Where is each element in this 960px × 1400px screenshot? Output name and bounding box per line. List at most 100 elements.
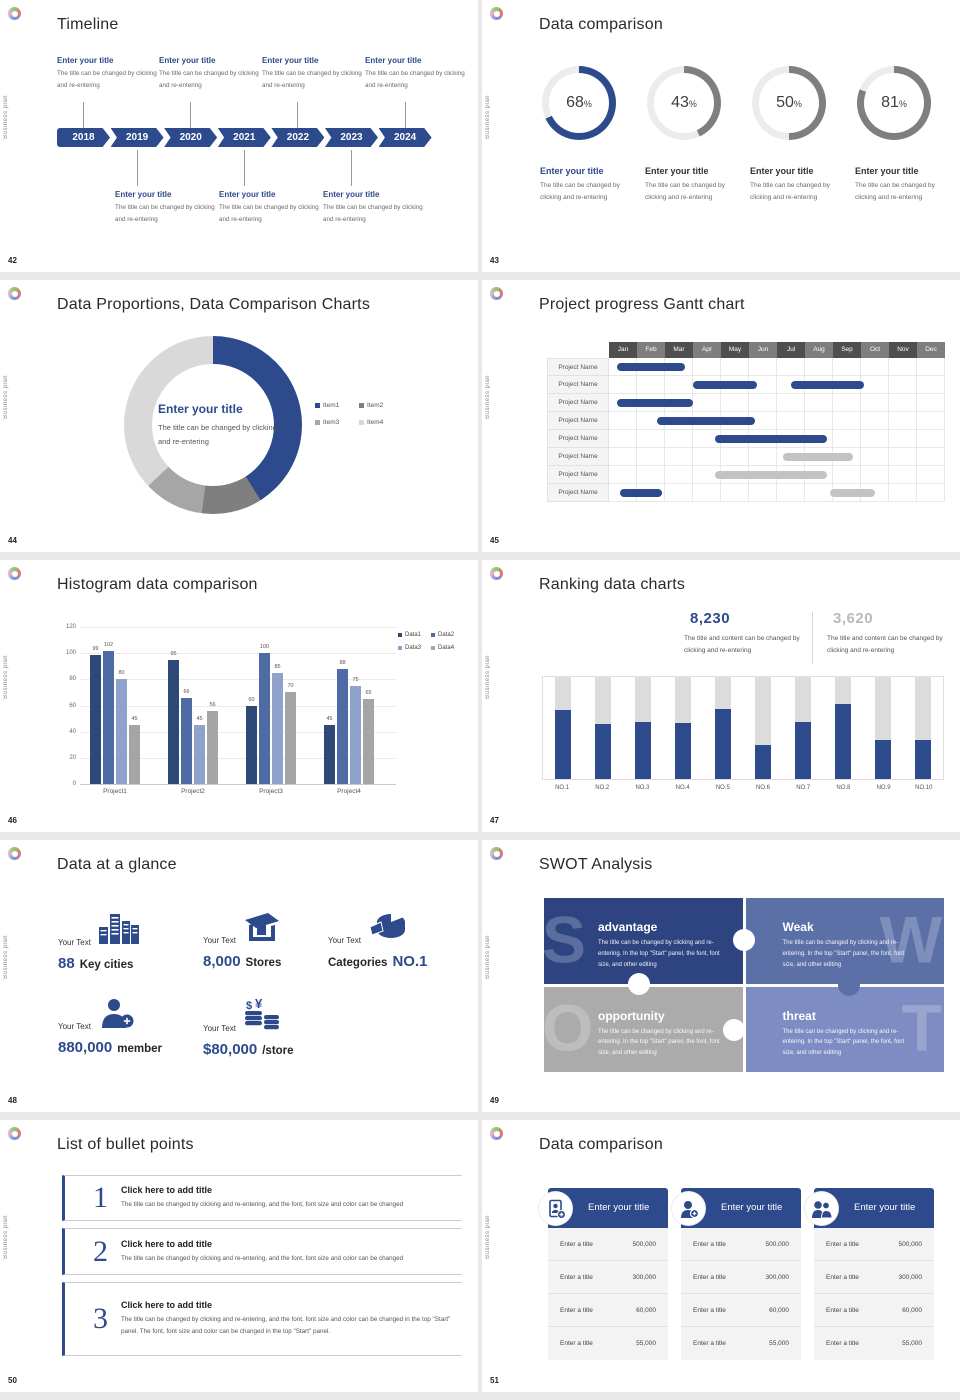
glance-stat: Your Text 8,000 Stores [203, 912, 281, 970]
ranking-bar-fill [715, 708, 731, 779]
slide-bullet-list[interactable]: Business plan List of bullet points 1 Cli… [0, 1120, 478, 1392]
histogram-bar-value: 45 [326, 716, 333, 723]
legend-item: Item2 [359, 402, 395, 409]
row-value: 300,000 [898, 1273, 923, 1281]
row-label: Enter a title [826, 1240, 859, 1248]
stat-value: 3,620 [833, 610, 874, 627]
glance-stats: Your Text 88 Key cities Your Text 8,000 Store… [0, 840, 478, 1112]
brand-logo-icon [8, 567, 21, 580]
timeline-entry-body: The title can be changed by clicking and… [262, 70, 362, 89]
histogram-ytick: 0 [72, 781, 76, 787]
histogram-ytick: 120 [65, 624, 76, 631]
gantt-bar [656, 417, 755, 425]
gantt-bar [782, 453, 853, 461]
data-card-row: Enter a title 55,000 [814, 1327, 934, 1360]
page-number: 45 [490, 536, 499, 545]
row-value: 500,000 [632, 1240, 657, 1248]
bullet-body: The title can be changed by clicking and… [121, 1201, 404, 1209]
legend-label: Data3 [405, 645, 422, 651]
histogram-gridline [80, 784, 396, 785]
slide-data-cards[interactable]: Business plan Data comparison Enter your… [482, 1120, 960, 1392]
gantt-row: Project Name [547, 376, 945, 394]
legend-item: Data1 [398, 632, 421, 638]
gantt-month: Jun [749, 342, 777, 358]
swot-letter: T [901, 990, 942, 1065]
timeline-entry-body: The title can be changed by clicking and… [365, 70, 465, 89]
timeline-entry-body: The title can be changed by clicking and… [219, 204, 319, 223]
row-value: 300,000 [765, 1273, 790, 1281]
histogram-category: Project1 [103, 788, 127, 795]
timeline-entry: Enter your title The title can be changed… [219, 190, 319, 226]
data-card: Enter your title Enter a title 500,000 Ente… [672, 1188, 801, 1360]
row-value: 500,000 [898, 1240, 923, 1248]
timeline-connector [136, 150, 138, 186]
percent-sign: % [583, 99, 592, 109]
histogram-bar-value: 75 [352, 676, 359, 683]
page-number: 43 [490, 256, 499, 265]
row-label: Enter a title [560, 1306, 593, 1314]
donut-item-body: The title can be changed by clicking and… [540, 182, 620, 202]
bullet-card: 1 Click here to add title The title can be… [62, 1175, 462, 1221]
gantt-month: Jul [777, 342, 805, 358]
stat-strong-text: $80,000 [203, 1041, 258, 1058]
bullet-card: 2 Click here to add title The title can be… [62, 1228, 462, 1275]
timeline-year: 2023 [325, 128, 378, 147]
ranking-category: NO.3 [635, 785, 650, 791]
brand-logo-icon [490, 7, 503, 20]
timeline-entry-title: Enter your title [57, 56, 114, 65]
histogram-bar: 75 [350, 677, 361, 784]
slide-histogram[interactable]: Business plan Histogram data comparison … [0, 560, 478, 832]
sidebar-vertical-text: Business plan [485, 935, 491, 979]
stat-divider [812, 612, 813, 664]
progress-ring: 81% [857, 66, 931, 140]
ranking-bar-fill [595, 723, 611, 779]
slide-gantt[interactable]: Business plan Project progress Gantt cha… [482, 280, 960, 552]
slide-title: Histogram data comparison [57, 576, 258, 593]
glance-stat-label: Your Text [58, 938, 91, 947]
bullet-heading: Click here to add title [121, 1300, 213, 1311]
percent-sign: % [898, 99, 907, 109]
glance-stat: Your Text 88 Key cities [58, 912, 139, 972]
timeline-entry-body: The title can be changed by clicking and… [323, 204, 423, 223]
legend-swatch [398, 646, 402, 650]
slide-proportions[interactable]: Business plan Data Proportions, Data Com… [0, 280, 478, 552]
gantt-month: Jan [609, 342, 637, 358]
histogram-group: 95 66 45 56 [168, 651, 218, 784]
histogram-bar-value: 65 [365, 689, 372, 696]
slide-timeline[interactable]: Business plan Timeline 2018 2019 2020 2021 2… [0, 0, 478, 272]
slide-data-glance[interactable]: Business plan Data at a glance Your Text… [0, 840, 478, 1112]
timeline-entry-title: Enter your title [323, 190, 380, 199]
ranking-bar-track [595, 677, 611, 779]
brand-logo-icon [490, 847, 503, 860]
timeline-entry-title: Enter your title [159, 56, 216, 65]
gantt-bar [791, 381, 864, 389]
sidebar-vertical-text: Business plan [485, 655, 491, 699]
gantt-row-label: Project Name [547, 394, 609, 412]
slide-title: Data at a glance [57, 856, 177, 873]
ranking-category: NO.5 [715, 785, 730, 791]
donut-center-title: Enter your title [158, 402, 243, 416]
slide-donut-comparison[interactable]: Business plan Data comparison 68% Enter y… [482, 0, 960, 272]
timeline-connector [243, 150, 245, 186]
ranking-bar-fill [835, 703, 851, 779]
bullet-body: The title can be changed by clicking and… [121, 1316, 451, 1335]
legend-swatch [315, 403, 320, 408]
gantt-bar [693, 381, 758, 389]
timeline-entry: Enter your title The title can be changed… [57, 56, 157, 92]
glance-stat: Your Text 880,000 member [58, 998, 162, 1056]
progress-donut: 68% Enter your title The title can be chan… [528, 66, 633, 205]
gantt-month-header: Jan Feb Mar Apr May Jun Jul Aug Sep Oct Nov Dec [609, 342, 945, 358]
page-number: 48 [8, 1096, 17, 1105]
slide-ranking[interactable]: Business plan Ranking data charts 8,230 … [482, 560, 960, 832]
bullet-body: The title can be changed by clicking and… [121, 1254, 404, 1262]
gantt-month: Mar [665, 342, 693, 358]
gantt-row: Project Name [547, 394, 945, 412]
histogram-ytick: 60 [69, 702, 76, 709]
glance-stat-top: Your Text $ ¥ [203, 996, 294, 1035]
histogram-bar: 88 [337, 660, 348, 784]
ranking-categories: NO.1 NO.2 NO.3 NO.4 NO.5 NO.6 NO.7 NO.8 NO.9 NO.1… [542, 785, 944, 791]
gantt-month: Oct [861, 342, 889, 358]
